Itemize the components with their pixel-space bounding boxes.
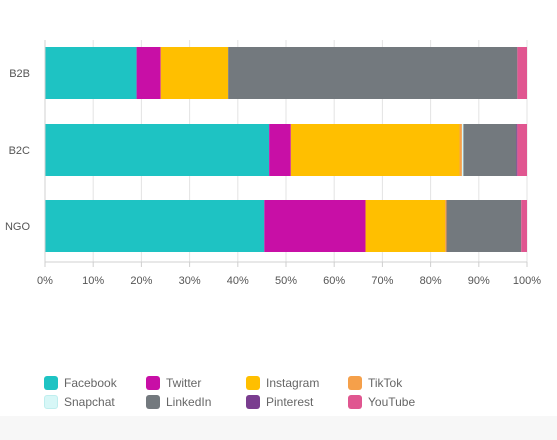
x-tick-label: 0% xyxy=(37,275,53,287)
bar-segment-ngo-twitter xyxy=(264,200,366,252)
bar-segment-b2c-snapchat xyxy=(461,124,464,176)
bar-segment-b2b-twitter xyxy=(136,47,161,99)
x-tick-label: 20% xyxy=(130,275,152,287)
legend-item-facebook: Facebook xyxy=(44,374,117,392)
bar-segment-b2b-youtube xyxy=(517,47,527,99)
legend-swatch xyxy=(246,395,260,409)
bar-segment-ngo-instagram xyxy=(365,200,446,252)
bar-segment-b2c-facebook xyxy=(45,124,270,176)
legend: Facebook Twitter Instagram TikTok Snapchat Li… xyxy=(44,374,514,414)
bar-segment-b2c-instagram xyxy=(290,124,460,176)
legend-item-twitter: Twitter xyxy=(146,374,201,392)
x-tick-label: 90% xyxy=(468,275,490,287)
bar-segment-b2c-twitter xyxy=(269,124,291,176)
x-tick-label: 70% xyxy=(371,275,393,287)
legend-label: TikTok xyxy=(368,376,403,390)
bar-segment-ngo-linkedin xyxy=(446,200,522,252)
bar-segment-b2c-tiktok xyxy=(459,124,462,176)
legend-label: Pinterest xyxy=(266,395,314,409)
x-tick-label: 100% xyxy=(513,275,541,287)
legend-swatch xyxy=(146,376,160,390)
footer-band xyxy=(0,416,557,440)
category-label: B2C xyxy=(9,145,30,157)
legend-label: LinkedIn xyxy=(166,395,212,409)
legend-swatch xyxy=(348,376,362,390)
x-tick-label: 10% xyxy=(82,275,104,287)
category-label: B2B xyxy=(9,68,30,80)
x-tick-label: 50% xyxy=(275,275,297,287)
legend-swatch xyxy=(348,395,362,409)
stacked-bar-chart: B2B B2C NGO 0% 10% 20% 30% 40% 50% 60% 70% 80% 90% 10… xyxy=(5,40,541,287)
x-tick-label: 40% xyxy=(227,275,249,287)
legend-swatch xyxy=(44,395,58,409)
legend-swatch xyxy=(146,395,160,409)
legend-item-pinterest: Pinterest xyxy=(246,393,313,411)
legend-label: YouTube xyxy=(368,395,416,409)
bar-segment-ngo-youtube xyxy=(521,200,527,252)
bar-segment-b2c-youtube xyxy=(517,124,527,176)
bar-segment-b2c-pinterest xyxy=(516,124,518,176)
legend-label: Twitter xyxy=(166,376,202,390)
legend-swatch xyxy=(246,376,260,390)
category-label: NGO xyxy=(5,221,31,233)
bar-segment-b2c-linkedin xyxy=(463,124,517,176)
legend-swatch xyxy=(44,376,58,390)
legend-label: Facebook xyxy=(64,376,117,390)
bar-segment-b2b-facebook xyxy=(45,47,137,99)
bar-segment-b2b-linkedin xyxy=(228,47,518,99)
legend-label: Instagram xyxy=(266,376,320,390)
bar-segment-ngo-tiktok xyxy=(445,200,447,252)
legend-item-linkedin: LinkedIn xyxy=(146,393,211,411)
legend-item-snapchat: Snapchat xyxy=(44,393,115,411)
legend-item-youtube: YouTube xyxy=(348,393,415,411)
bar-segment-b2b-instagram xyxy=(160,47,229,99)
legend-label: Snapchat xyxy=(64,395,115,409)
legend-item-instagram: Instagram xyxy=(246,374,319,392)
x-tick-label: 30% xyxy=(179,275,201,287)
bar-segment-ngo-facebook xyxy=(45,200,265,252)
x-tick-label: 60% xyxy=(323,275,345,287)
legend-item-tiktok: TikTok xyxy=(348,374,402,392)
x-tick-label: 80% xyxy=(420,275,442,287)
